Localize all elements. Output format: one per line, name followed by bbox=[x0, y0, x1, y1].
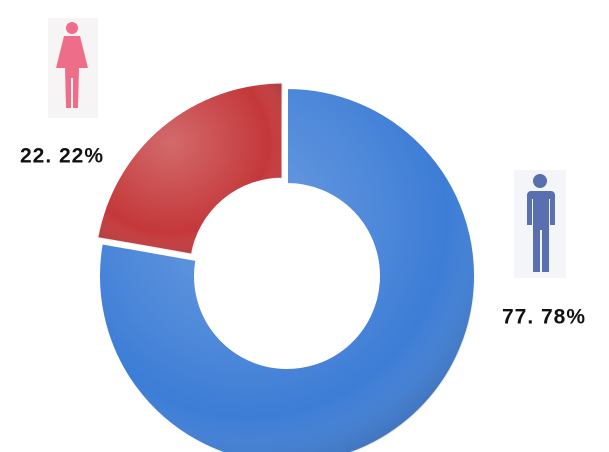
value-label: 22. 22% bbox=[20, 145, 104, 168]
value-label: 77. 78% bbox=[502, 306, 586, 329]
female-icon bbox=[48, 18, 98, 118]
donut-slice bbox=[96, 81, 284, 256]
donut bbox=[96, 81, 476, 452]
male-icon bbox=[514, 170, 566, 278]
